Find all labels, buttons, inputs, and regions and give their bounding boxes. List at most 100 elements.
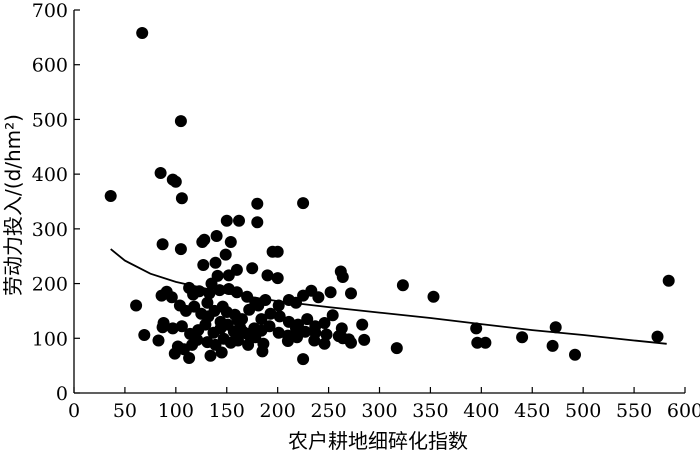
data-point [193,285,206,298]
data-point [246,262,259,275]
trend-layer [110,248,667,345]
data-point [209,256,222,269]
x-tick-label: 150 [209,400,245,422]
data-point [251,216,264,229]
data-point [213,284,226,297]
data-point [201,296,214,309]
data-point [651,330,664,343]
data-point [427,290,440,303]
data-point [301,313,314,326]
data-point [156,238,169,251]
data-point [264,307,277,320]
points-layer [104,27,675,366]
data-point [291,331,303,344]
data-point [169,175,182,188]
x-tick-label: 200 [260,400,296,422]
y-tick-label: 0 [56,383,68,405]
data-point [237,325,249,338]
data-point [215,346,228,359]
data-point [297,197,310,210]
data-point [175,192,188,205]
data-point [271,245,284,258]
data-point [136,27,149,39]
data-point [252,299,265,312]
data-point [174,243,187,256]
data-point [205,277,218,290]
data-point [345,287,357,300]
data-point [318,337,331,350]
data-point [152,334,165,347]
y-tick-label: 700 [32,0,68,22]
x-axis-title: 农户耕地细碎化指数 [288,429,468,453]
data-point [222,269,235,282]
y-tick-label: 400 [32,164,68,186]
data-point [272,299,285,312]
data-point [261,269,274,282]
data-point [308,334,321,347]
data-point [546,339,559,352]
data-point [356,318,369,331]
x-tick-label: 600 [667,400,700,422]
data-point [243,303,256,316]
data-point [390,342,403,355]
data-point [358,333,371,346]
data-point [210,230,223,242]
x-tick-label: 400 [463,400,499,422]
data-point [191,333,204,346]
x-tick-label: 500 [565,400,601,422]
data-point [219,248,232,261]
y-axis-title: 劳动力投入/(d/hm²) [1,114,25,296]
data-point [326,309,339,322]
data-point [214,315,227,328]
data-point [104,190,117,202]
data-point [470,322,483,335]
data-point [318,317,331,329]
data-point [662,274,675,287]
data-point [233,214,245,227]
data-point [230,286,243,299]
y-tick-label: 600 [32,55,68,77]
data-point [281,335,294,347]
ticks-layer: 0 50 100 150 200 250 300 350 400 450 500 550 600 0 100… [32,0,700,422]
data-point [272,326,285,339]
data-point [256,345,269,358]
data-point [197,259,210,271]
data-point [297,353,310,366]
data-point [199,318,212,331]
data-point [220,214,233,227]
data-point [251,197,264,210]
data-point [324,286,337,299]
data-point [232,314,244,327]
data-point [273,310,286,323]
x-tick-label: 50 [113,400,137,422]
data-point [320,328,333,341]
data-point [154,167,167,179]
x-tick-label: 300 [361,400,397,422]
data-point [569,348,581,361]
data-point [263,320,276,333]
trend-line [110,248,667,345]
data-point [165,291,178,304]
data-point [255,313,268,326]
data-point [138,329,151,341]
x-tick-label: 0 [68,400,80,422]
data-point [130,299,143,312]
y-tick-label: 300 [32,219,68,241]
data-point [336,271,349,283]
data-point [168,347,181,360]
data-point [156,321,169,334]
data-point [204,349,217,362]
y-tick-label: 200 [32,274,68,296]
data-point [242,338,255,351]
x-tick-label: 350 [412,400,448,422]
data-point [516,331,529,344]
data-point [203,287,216,300]
y-tick-label: 500 [32,109,68,131]
data-point [174,115,187,128]
x-tick-label: 250 [310,400,346,422]
data-point [549,321,562,334]
data-point [345,336,357,349]
data-point [232,334,244,347]
data-point [271,272,284,285]
data-point [166,322,179,335]
